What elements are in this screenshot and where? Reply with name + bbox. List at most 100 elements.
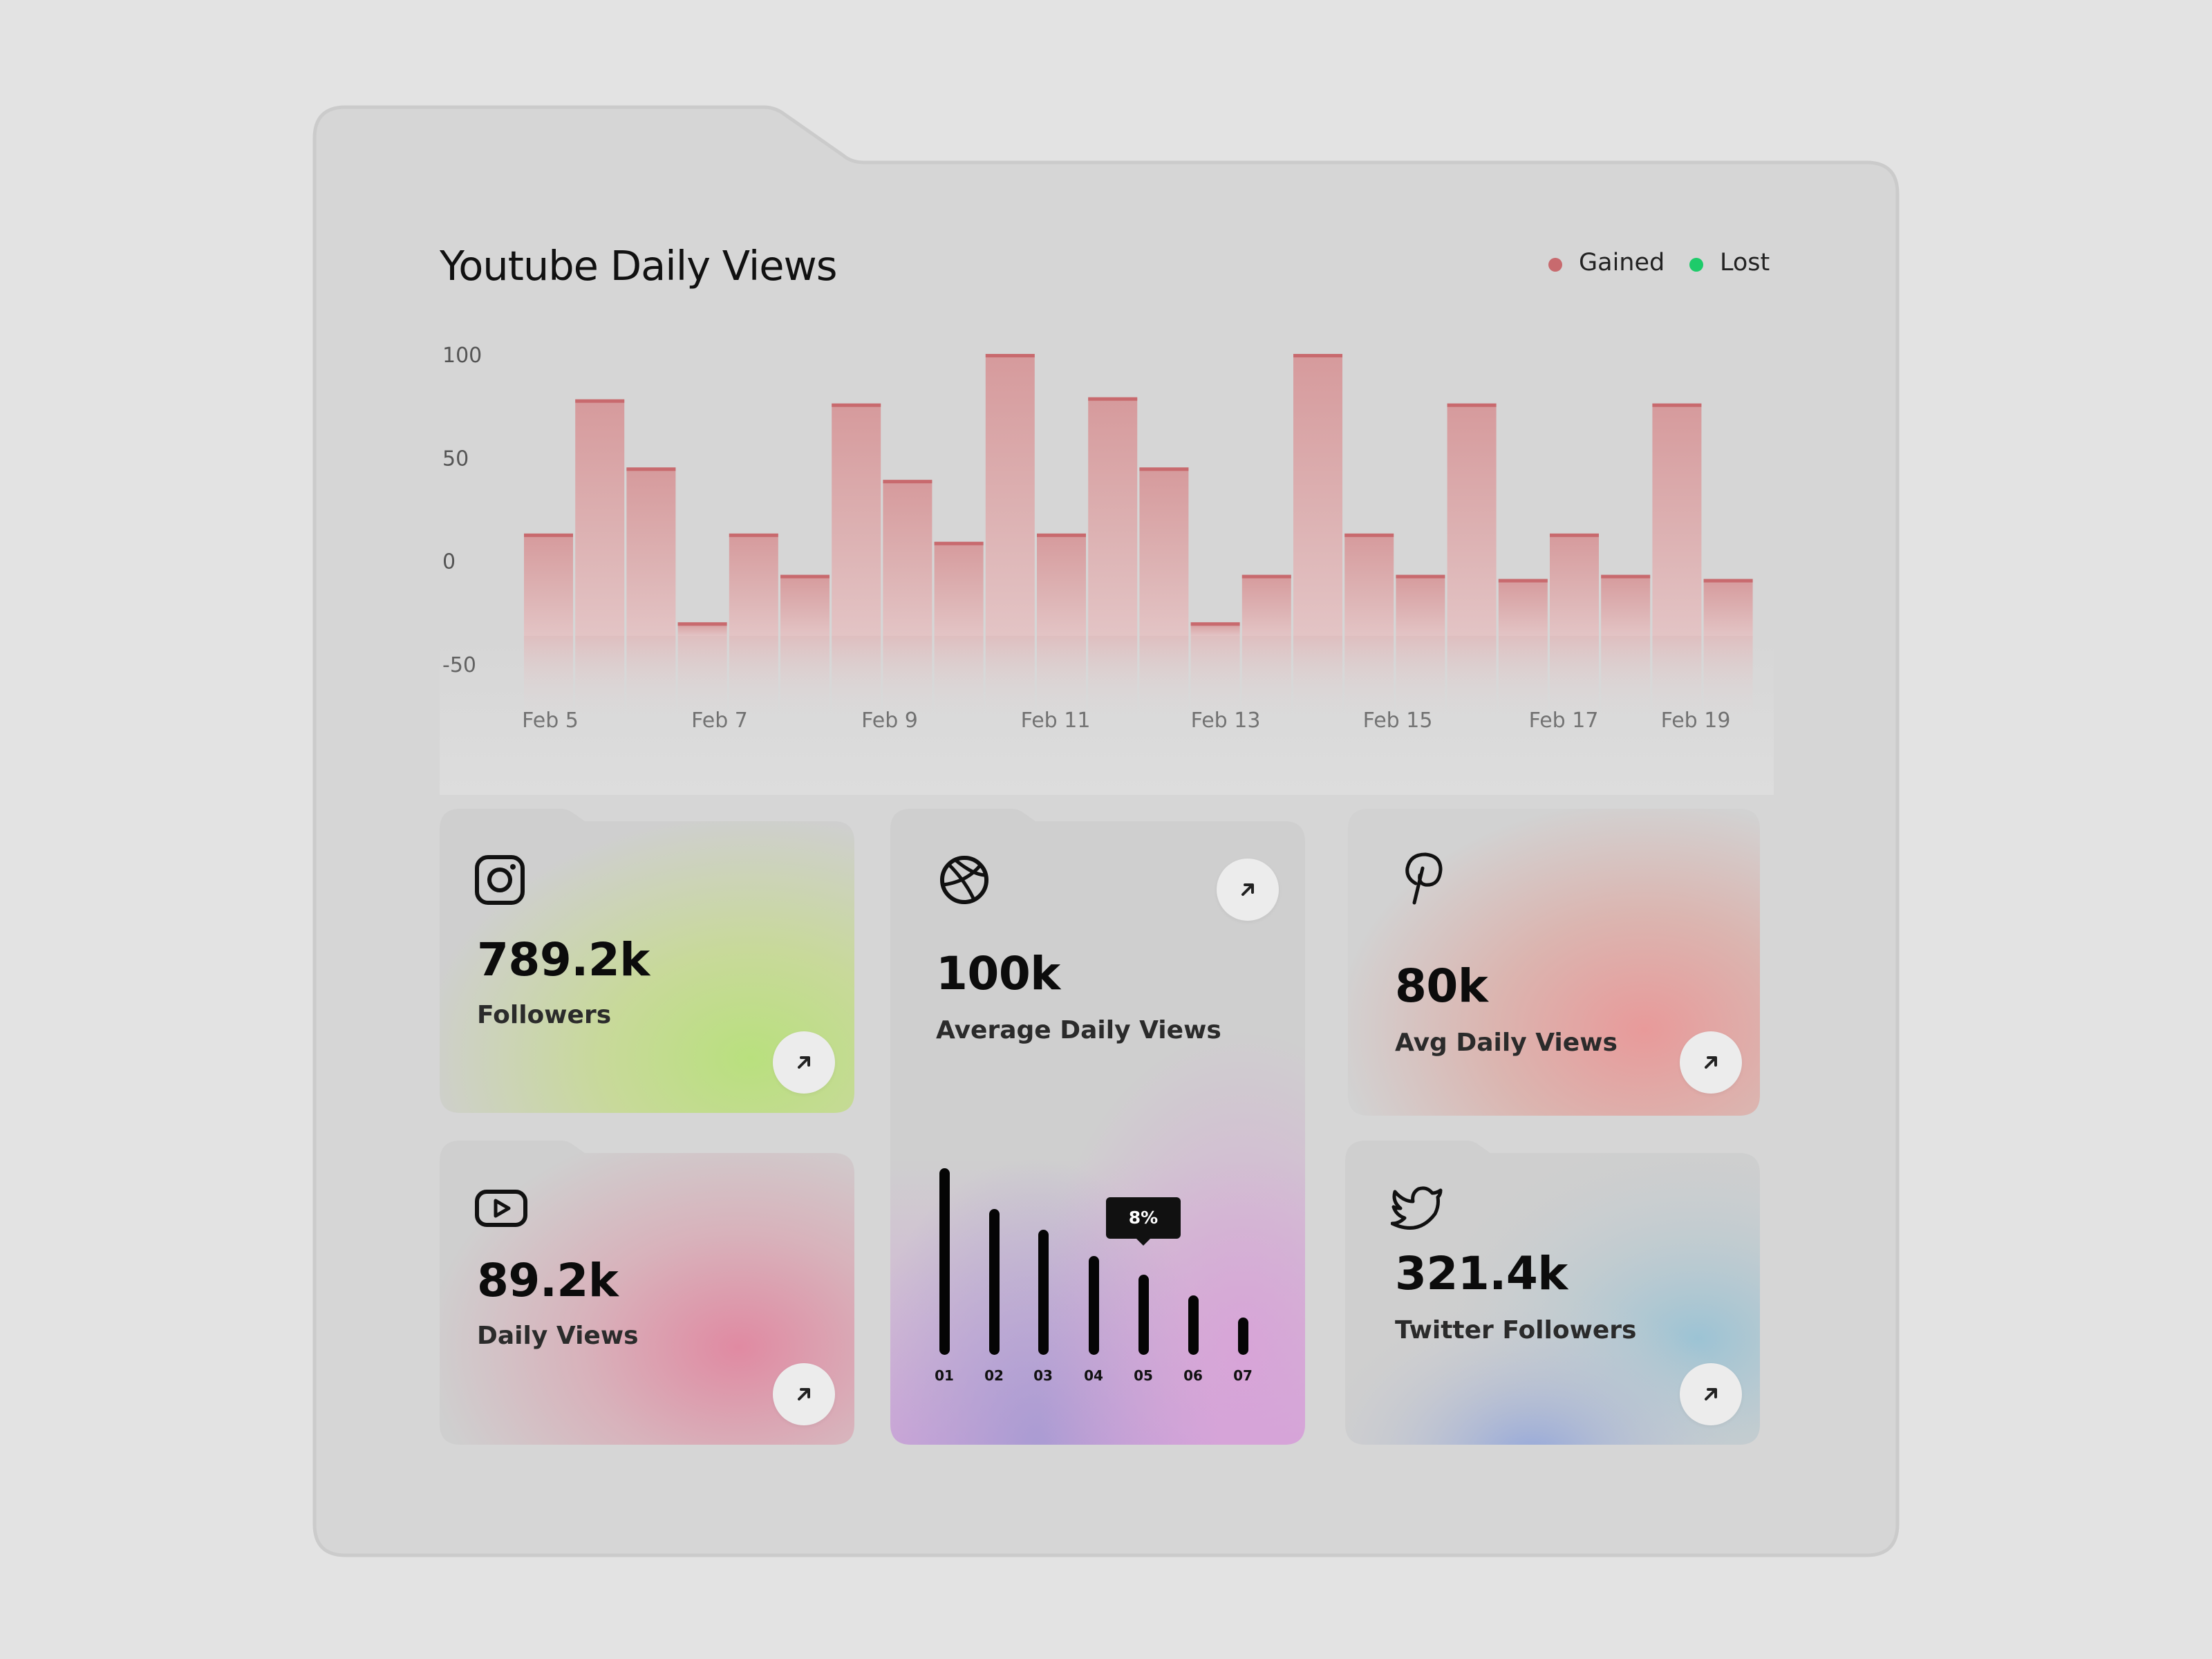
mini-bar[interactable] — [989, 1209, 1000, 1355]
bar[interactable] — [832, 403, 881, 733]
bar[interactable] — [729, 533, 778, 733]
y-tick-label: -50 — [442, 653, 476, 677]
twitter-card-shape — [1345, 1141, 1760, 1445]
youtube-daily-views-label: Daily Views — [477, 1322, 639, 1350]
bar[interactable] — [1652, 403, 1702, 733]
bar-cap — [1190, 622, 1240, 626]
youtube-card-shape — [440, 1141, 854, 1445]
arrow-up-right-icon — [798, 1056, 810, 1069]
bar-body — [1498, 579, 1548, 636]
mini-bar-label: 07 — [1233, 1367, 1253, 1384]
bar-body — [1241, 574, 1291, 636]
arrow-up-right-icon — [798, 1388, 810, 1400]
mini-bar-label: 02 — [984, 1367, 1004, 1384]
bar-cap — [1293, 354, 1342, 357]
bar-body — [883, 480, 932, 636]
bar-body — [1652, 403, 1702, 636]
bar-fade-tail — [575, 636, 625, 733]
dribbble-average-label: Average Daily Views — [936, 1016, 1221, 1044]
bar[interactable] — [575, 399, 625, 733]
bar[interactable] — [1550, 533, 1599, 733]
bar-cap — [1396, 574, 1445, 579]
dribbble-open-button[interactable] — [1217, 859, 1279, 921]
youtube-card[interactable]: 89.2k Daily Views — [440, 1141, 854, 1445]
x-tick-label: Feb 19 — [1661, 709, 1731, 733]
mini-bar-label: 05 — [1134, 1367, 1153, 1384]
bar-cap — [1447, 403, 1497, 407]
youtube-open-button[interactable] — [773, 1363, 835, 1425]
x-tick-label: Feb 11 — [1021, 709, 1091, 733]
bar-fade-tail — [1293, 636, 1342, 733]
bar[interactable] — [1139, 467, 1189, 733]
bar[interactable] — [524, 533, 573, 733]
mini-bar[interactable] — [1038, 1230, 1049, 1355]
bar[interactable] — [1088, 397, 1138, 733]
mini-bar[interactable] — [1238, 1318, 1248, 1355]
legend-label-lost: Lost — [1720, 249, 1770, 276]
twitter-card[interactable]: 321.4k Twitter Followers — [1345, 1141, 1760, 1445]
bar-body — [1396, 574, 1445, 636]
bar-cap — [1139, 467, 1189, 471]
bar-cap — [677, 622, 727, 626]
mini-bar-tooltip: 8% — [1106, 1197, 1181, 1246]
y-tick-label: 0 — [442, 550, 456, 574]
bar-body — [1344, 533, 1394, 636]
dribbble-icon — [940, 856, 988, 904]
pinterest-avg-label: Avg Daily Views — [1395, 1029, 1618, 1057]
arrow-up-right-icon — [1241, 883, 1254, 896]
youtube-daily-views-value: 89.2k — [477, 1254, 619, 1307]
bar-fade-tail — [1447, 636, 1497, 733]
bar-cap — [1037, 533, 1086, 537]
bar-body — [1293, 354, 1342, 636]
bar-fade-tail — [934, 636, 984, 733]
instagram-icon — [475, 855, 525, 905]
pinterest-open-button[interactable] — [1680, 1031, 1742, 1094]
bar-cap — [934, 541, 984, 545]
bar-fade-tail — [780, 636, 830, 733]
pinterest-card[interactable]: 80k Avg Daily Views — [1348, 809, 1760, 1116]
bar-body — [524, 533, 573, 636]
bar-fade-tail — [626, 636, 676, 733]
bar[interactable] — [780, 574, 830, 733]
bar-cap — [1241, 574, 1291, 579]
mini-bar[interactable] — [1188, 1295, 1199, 1355]
bar-cap — [780, 574, 830, 579]
bar-cap — [1601, 574, 1651, 579]
bar-cap — [575, 399, 625, 403]
bar[interactable] — [1447, 403, 1497, 733]
mini-bar[interactable] — [939, 1168, 950, 1355]
bar[interactable] — [1601, 574, 1651, 733]
bar[interactable] — [1037, 533, 1086, 733]
bar[interactable] — [626, 467, 676, 733]
x-tick-label: Feb 15 — [1363, 709, 1433, 733]
bar[interactable] — [1293, 354, 1342, 733]
mini-bar[interactable] — [1089, 1255, 1099, 1355]
instagram-open-button[interactable] — [773, 1031, 835, 1094]
bar-body — [1088, 397, 1138, 636]
bar-cap — [832, 403, 881, 407]
dribbble-card[interactable]: 100k Average Daily Views 01 02 03 04 05 06 07 8… — [890, 809, 1305, 1445]
y-tick-label: 100 — [442, 344, 482, 368]
bar-body — [985, 354, 1035, 636]
instagram-followers-label: Followers — [477, 1001, 612, 1029]
twitter-followers-value: 321.4k — [1395, 1247, 1568, 1300]
twitter-icon — [1391, 1186, 1443, 1230]
instagram-followers-value: 789.2k — [477, 933, 650, 986]
bar[interactable] — [1344, 533, 1394, 733]
mini-bar-label: 03 — [1033, 1367, 1053, 1384]
instagram-card[interactable]: 789.2k Followers — [440, 809, 854, 1113]
x-tick-label: Feb 17 — [1529, 709, 1599, 733]
bar[interactable] — [985, 354, 1035, 733]
mini-bar-label: 06 — [1183, 1367, 1203, 1384]
bar-cap — [524, 533, 573, 537]
youtube-icon — [475, 1190, 527, 1227]
arrow-up-right-icon — [1705, 1388, 1717, 1400]
bar[interactable] — [934, 541, 984, 733]
arrow-up-right-icon — [1705, 1056, 1717, 1069]
twitter-open-button[interactable] — [1680, 1363, 1742, 1425]
instagram-card-shape — [440, 809, 854, 1113]
bar-body — [575, 399, 625, 636]
mini-bar[interactable] — [1138, 1274, 1149, 1355]
bar[interactable] — [883, 480, 932, 733]
chart-title: Youtube Daily Views — [440, 242, 838, 290]
